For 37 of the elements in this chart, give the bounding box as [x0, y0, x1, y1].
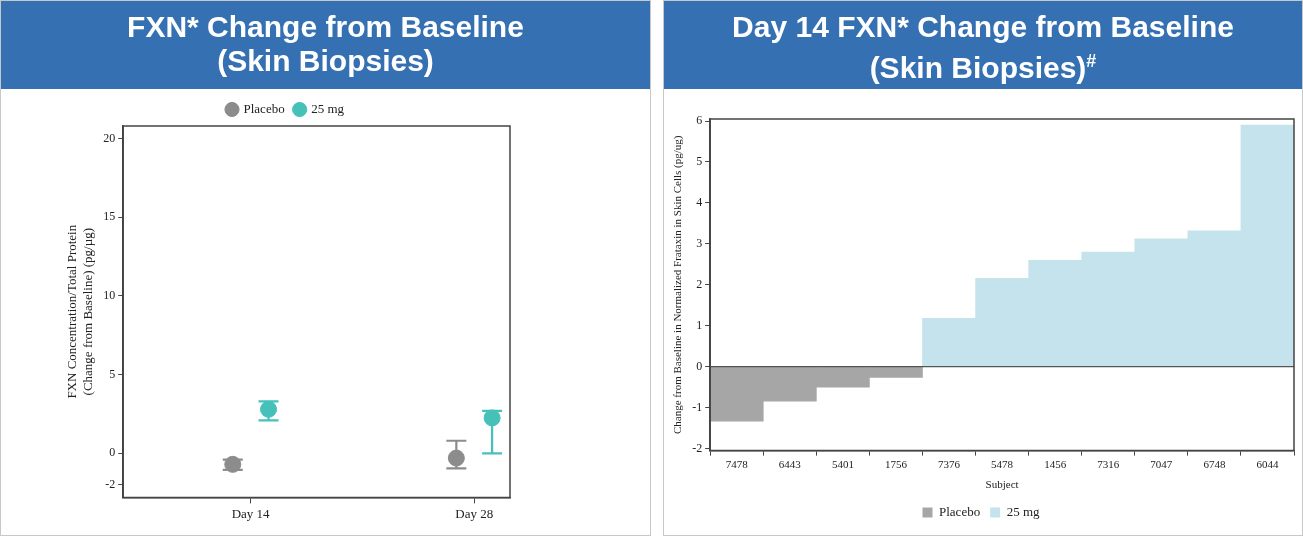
- y-axis-title: FXN Concentration/Total Protein (Change from Baseline) (pg/µg): [64, 224, 95, 399]
- x-tick-label: 7316: [1097, 458, 1120, 471]
- x-tick-label: 5478: [991, 458, 1014, 471]
- x-tick-label: 7376: [938, 458, 961, 471]
- x-tick-label: 1456: [1044, 458, 1067, 471]
- y-tick-label: 5: [109, 366, 116, 381]
- x-tick-label: 6443: [778, 458, 802, 471]
- x-tick-label: Day 28: [455, 505, 494, 521]
- y-tick-label: 0: [696, 358, 703, 373]
- y-tick-label: 20: [103, 130, 116, 145]
- y-axis-title: Change from Baseline in Normalized Frataxin in Skin Cells (pg/ug): [671, 135, 685, 435]
- legend-label: Placebo: [243, 100, 285, 116]
- y-tick-label: 6: [696, 113, 703, 128]
- legend-label: 25 mg: [1006, 503, 1041, 519]
- x-tick-label: 1756: [884, 458, 908, 471]
- y-tick-label: -1: [692, 399, 703, 414]
- y-tick-label: 0: [109, 445, 116, 460]
- y-tick-label: 15: [103, 209, 116, 224]
- y-tick-label: 1: [696, 317, 703, 332]
- y-tick-label: -2: [105, 476, 116, 491]
- y-tick-label: 5: [696, 154, 703, 169]
- y-tick-label: 4: [696, 195, 703, 210]
- chart-title: Day 14 FXN* Change from Baseline (Skin Biopsies)$^{#}$: [664, 1, 1302, 89]
- y-tick-label: -2: [692, 440, 703, 455]
- x-axis-title: Subject: [985, 478, 1019, 491]
- x-tick-label: 7478: [725, 458, 749, 471]
- x-tick-label: 6044: [1256, 458, 1279, 471]
- x-tick-label: Day 14: [231, 505, 271, 521]
- x-tick-label: 6748: [1203, 458, 1226, 471]
- x-tick-label: 7047: [1150, 458, 1173, 471]
- chart-title: FXN* Change from Baseline (Skin Biopsies): [1, 1, 650, 89]
- y-tick-label: 2: [696, 276, 703, 291]
- legend-label: Placebo: [938, 503, 981, 519]
- x-tick-label: 5401: [831, 458, 854, 471]
- y-tick-label: 3: [696, 236, 703, 251]
- y-tick-label: 10: [103, 288, 116, 303]
- legend-label: 25 mg: [311, 100, 345, 116]
